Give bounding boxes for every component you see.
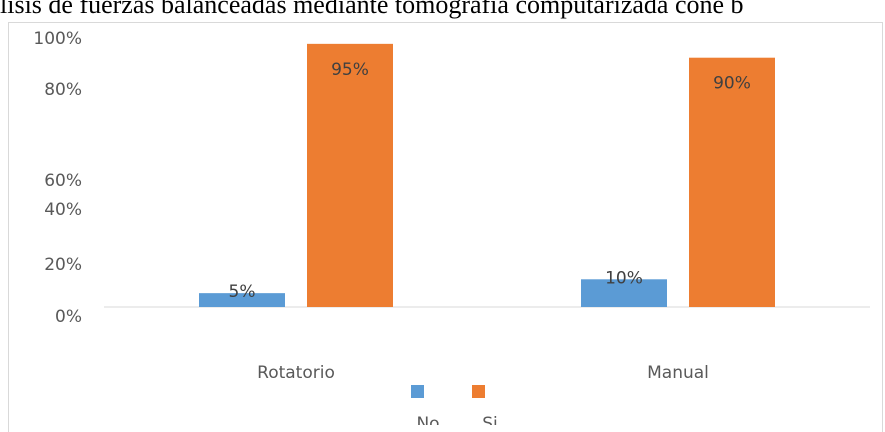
chart-frame: [8, 22, 883, 432]
bar-si-rotatorio: [307, 43, 393, 307]
data-label: 10%: [605, 268, 643, 288]
x-category-label: Manual: [647, 363, 709, 383]
bar-no-manual: [581, 279, 667, 307]
bar-no-rotatorio: [199, 293, 285, 307]
legend-label-no: No: [416, 414, 439, 425]
bar-si-manual: [689, 57, 775, 308]
y-tick-label: 80%: [44, 80, 82, 100]
data-label: 5%: [229, 282, 256, 302]
y-tick-label: 40%: [44, 200, 82, 220]
legend-swatch-si: [472, 385, 485, 398]
y-tick-label: 0%: [55, 307, 82, 327]
legend-label-si: Si: [482, 414, 498, 425]
y-tick-label: 100%: [33, 29, 82, 49]
data-label: 95%: [331, 60, 369, 80]
y-tick-label: 60%: [44, 171, 82, 191]
y-tick-label: 20%: [44, 255, 82, 275]
chart-title: lisis de fuerzas balanceadas mediante to…: [0, 0, 744, 19]
x-category-label: Rotatorio: [257, 363, 335, 383]
data-label: 90%: [713, 74, 751, 94]
legend-swatch-no: [411, 385, 424, 398]
